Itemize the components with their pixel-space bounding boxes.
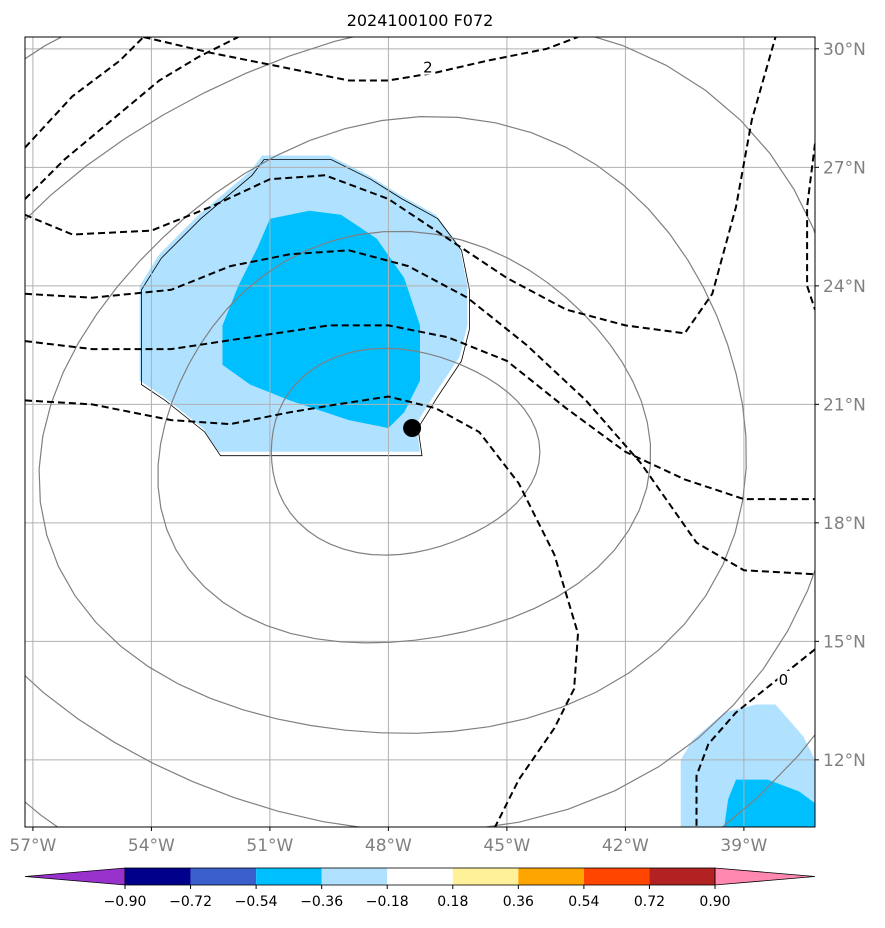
chart-title: 2024100100 F072 (347, 11, 494, 30)
lon-tick-label-5: 42°W (602, 836, 649, 856)
colorbar-box-4 (387, 868, 453, 885)
colorbar-box-7 (583, 868, 650, 885)
latitude-axis: 12°N 15°N 18°N 21°N 24°N 27°N 30°N (815, 40, 866, 771)
dashed-contour-1 (25, 37, 239, 200)
colorbar-extend-low (24, 867, 126, 886)
dashed-contour-7 (25, 395, 580, 827)
lat-tick-label-2: 18°N (823, 514, 866, 534)
lon-tick-label-3: 48°W (365, 836, 412, 856)
lon-tick-label-4: 45°W (483, 836, 530, 856)
dashed-contour-3 (25, 37, 777, 335)
contour-label-bg-0 (421, 58, 434, 75)
colorbar-tick-label-2: −0.54 (235, 894, 278, 910)
colorbar-tick-label-6: 0.36 (503, 894, 534, 910)
colorbar-box-5 (452, 868, 519, 885)
colorbar-box-0 (125, 868, 191, 885)
contour-label-bg-1 (777, 670, 790, 687)
colorbar-box-2 (256, 868, 322, 885)
center-dot (403, 419, 422, 438)
colorbar-box-8 (649, 868, 715, 885)
shaded-region-3 (724, 779, 815, 827)
dashed-contour-0 (25, 37, 145, 149)
lon-tick-label-6: 39°W (720, 836, 767, 856)
solid-contour-2 (38, 115, 747, 734)
colorbar-tick-label-9: 0.90 (699, 894, 730, 910)
storm-center-marker (403, 419, 422, 438)
lat-tick-label-4: 24°N (823, 277, 866, 297)
colorbar-tick-label-7: 0.54 (568, 894, 599, 910)
colorbar-box-3 (321, 868, 388, 885)
shaded-region-1 (222, 210, 420, 429)
colorbar: −0.90 −0.72 −0.54 −0.36 −0.18 0.18 0.36 0.54 0.7… (24, 867, 816, 910)
lat-tick-label-3: 21°N (823, 395, 866, 415)
lon-tick-label-1: 54°W (128, 836, 175, 856)
dashed-contour-6 (25, 249, 815, 576)
colorbar-box-6 (518, 868, 584, 885)
colorbar-box-1 (190, 868, 257, 885)
map-frame (24, 36, 816, 828)
contour-label-0: 2 (423, 59, 433, 77)
dashed-contours: 20 (25, 37, 815, 827)
longitude-axis: 57°W 54°W 51°W 48°W 45°W 42°W 39°W (9, 827, 768, 856)
colorbar-tick-label-5: 0.18 (437, 894, 468, 910)
dashed-contour-8 (695, 648, 815, 827)
colorbar-extend-high (714, 867, 816, 886)
colorbar-tick-label-8: 0.72 (634, 894, 665, 910)
dashed-contour-4 (806, 143, 815, 310)
lat-tick-label-0: 12°N (823, 751, 866, 771)
colorbar-tick-label-0: −0.90 (104, 894, 147, 910)
shaded-contours (139, 155, 815, 827)
lat-tick-label-6: 30°N (823, 40, 866, 60)
lat-tick-label-5: 27°N (823, 158, 866, 178)
solid-contour-1 (157, 230, 652, 644)
contour-label-1: 0 (779, 671, 789, 689)
colorbar-frame (124, 867, 716, 886)
colorbar-tick-label-3: −0.36 (300, 894, 343, 910)
dashed-contour-2 (143, 37, 579, 82)
lon-tick-label-0: 57°W (9, 836, 56, 856)
shaded-region-outline (141, 159, 470, 457)
colorbar-tick-label-4: −0.18 (366, 894, 409, 910)
dashed-contour-5 (25, 324, 815, 501)
lon-tick-label-2: 51°W (246, 836, 293, 856)
solid-contour-3 (25, 37, 815, 827)
solid-contour-0 (270, 347, 541, 556)
colorbar-tick-label-1: −0.72 (169, 894, 212, 910)
lat-tick-label-1: 15°N (823, 632, 866, 652)
